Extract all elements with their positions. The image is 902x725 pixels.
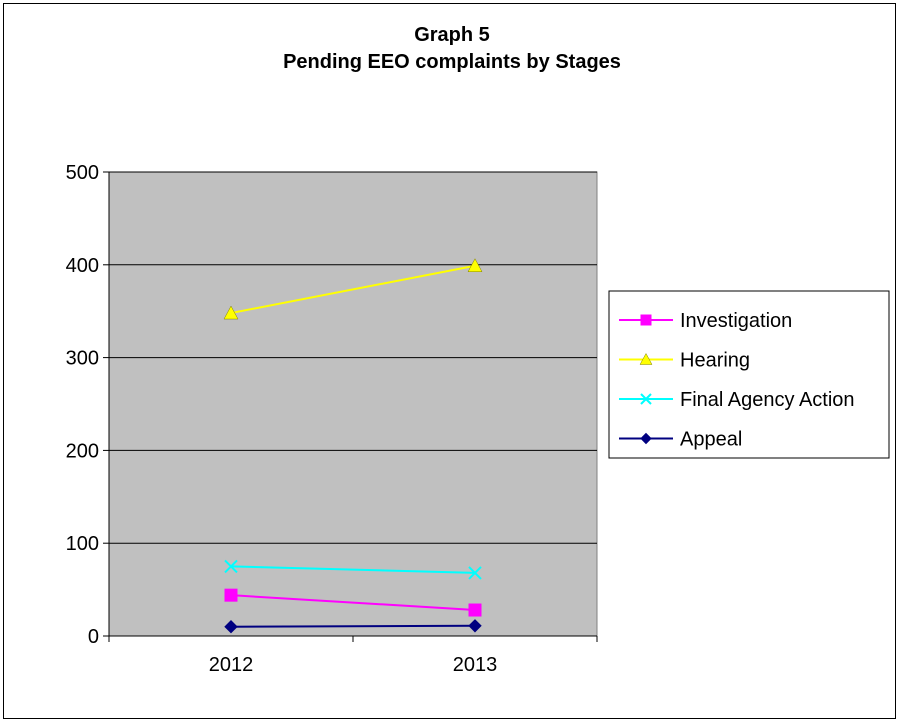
gridlines — [109, 171, 597, 544]
y-tick-label: 200 — [66, 440, 99, 462]
legend-marker-final-agency-action — [640, 393, 652, 405]
series-investigation — [224, 588, 482, 617]
data-point-hearing — [467, 258, 483, 272]
chart-frame — [3, 3, 896, 719]
y-tick-label: 0 — [88, 626, 99, 648]
legend-item-appeal[interactable]: Appeal — [619, 429, 742, 451]
data-point-investigation — [224, 588, 238, 602]
series-layer — [223, 258, 483, 634]
series-line-appeal — [230, 624, 476, 628]
legend-item-investigation[interactable]: Investigation — [619, 310, 792, 332]
legend-label: Final Agency Action — [680, 389, 855, 411]
legend-marker-hearing — [639, 352, 653, 365]
series-appeal — [224, 619, 482, 634]
x-tick-label: 2013 — [453, 654, 498, 676]
legend-box — [608, 290, 890, 459]
legend-label: Appeal — [680, 429, 742, 451]
axes: 0 100 200 300 400 500 2012 2013 — [66, 162, 598, 676]
chart-title: Graph 5 — [414, 24, 490, 46]
legend-marker-investigation — [640, 314, 652, 326]
x-tick-label: 2012 — [209, 654, 254, 676]
legend-label: Hearing — [680, 350, 750, 372]
data-point-hearing — [223, 305, 239, 320]
legend-marker-appeal — [640, 432, 652, 445]
series-final-agency-action — [224, 559, 482, 580]
marker-stroke — [468, 566, 482, 580]
legend-label: Investigation — [680, 310, 792, 332]
y-tick-label: 100 — [66, 533, 99, 555]
plot-area — [108, 171, 598, 637]
data-point-final-agency-action — [468, 566, 482, 580]
series-line-investigation — [230, 594, 476, 612]
data-point-appeal — [224, 620, 238, 634]
series-line-hearing — [230, 264, 476, 315]
data-point-final-agency-action — [224, 559, 238, 574]
data-point-appeal — [468, 619, 482, 633]
marker-stroke — [640, 393, 652, 405]
marker-stroke — [224, 559, 238, 574]
y-tick-label: 500 — [66, 162, 99, 184]
legend-item-hearing[interactable]: Hearing — [619, 350, 750, 372]
chart-subtitle: Pending EEO complaints by Stages — [283, 51, 621, 73]
y-tick-label: 300 — [66, 348, 99, 370]
legend-item-final-agency-action[interactable]: Final Agency Action — [619, 389, 855, 411]
legend[interactable]: Investigation Hearing Final Agency Action A… — [608, 290, 890, 459]
y-tick-label: 400 — [66, 255, 99, 277]
series-line-final-agency-action — [230, 565, 476, 574]
series-hearing — [223, 258, 483, 320]
data-point-investigation — [468, 603, 482, 617]
